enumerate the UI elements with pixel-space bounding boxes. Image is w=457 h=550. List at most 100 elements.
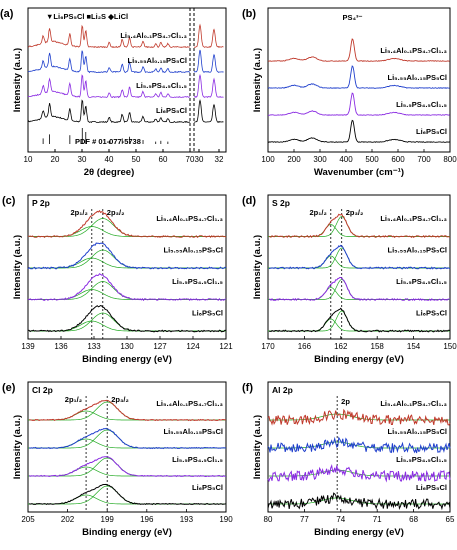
fit-component-line — [28, 466, 226, 477]
xrd-series-line — [27, 50, 191, 74]
x-tick-label: 77 — [300, 515, 309, 524]
core-level-tag: S 2p — [272, 198, 290, 208]
x-tick-label: 121 — [219, 342, 233, 351]
x-tick-label: 71 — [373, 515, 382, 524]
panel-label: (b) — [242, 8, 256, 20]
series-label: Li₆PS₅Cl — [192, 308, 223, 317]
plot-frame — [27, 381, 227, 513]
y-axis-label: Intensity (a.u.) — [12, 415, 23, 479]
series-label: Li₅.₄Al₀.₁PS₄.₇Cl₁.₃ — [380, 46, 447, 55]
x-axis-label: 2θ (degree) — [84, 167, 135, 178]
xps-series-line — [28, 456, 227, 478]
x-axis-label: Binding energy (eV) — [314, 354, 404, 365]
x-tick-label: 50 — [132, 155, 141, 164]
panel-label: (e) — [2, 382, 16, 394]
x-axis-label: Binding energy (eV) — [82, 527, 172, 538]
raman-series-line — [267, 92, 450, 116]
series-label: Li₅.₅PS₄.₅Cl₁.₅ — [396, 455, 447, 464]
core-level-tag: Al 2p — [272, 385, 293, 395]
series-label: Li₆PS₅Cl — [192, 483, 223, 492]
x-tick-label: 68 — [409, 515, 418, 524]
series-label: Li₅.₅PS₄.₅Cl₁.₅ — [136, 81, 187, 90]
x-tick-label: 162 — [334, 342, 348, 351]
fit-component-line — [28, 438, 226, 449]
fit-component-line — [28, 494, 226, 505]
series-label: Li₆PS₅Cl — [156, 106, 187, 115]
x-tick-label: 30 — [195, 155, 204, 164]
x-tick-label: 139 — [21, 342, 35, 351]
panel-label: (a) — [0, 8, 14, 20]
panel-b: 100 200 300 400 500 600 700 800 Wavenumber (cm⁻¹… — [242, 7, 457, 178]
series-label: Li₅.₅₅Al₀.₁₅PS₅Cl — [127, 56, 187, 65]
x-tick-label: 130 — [120, 342, 134, 351]
series-label: Li₅.₅₅Al₀.₁₅PS₅Cl — [163, 427, 223, 436]
x-tick-label: 74 — [336, 515, 345, 524]
xps-series-line — [27, 242, 227, 270]
xps-series-line — [267, 408, 451, 426]
x-tick-label: 196 — [140, 515, 154, 524]
xrd-series-line — [27, 99, 191, 124]
fit-component-line — [28, 410, 226, 421]
x-tick-label: 193 — [180, 515, 194, 524]
x-tick-label: 166 — [298, 342, 312, 351]
series-label: Li₆PS₅Cl — [416, 127, 447, 136]
xrd-series-line — [27, 74, 191, 99]
xrd-zoom-line — [193, 73, 224, 99]
series-label: Li₅.₅PS₄.₅Cl₁.₅ — [396, 100, 447, 109]
series-label: Li₅.₄Al₀.₁PS₄.₇Cl₁.₃ — [156, 214, 223, 223]
x-tick-label: 500 — [365, 155, 379, 164]
x-tick-label: 158 — [371, 342, 385, 351]
series-label: Li₅.₅₅Al₀.₁₅PS₅Cl — [387, 245, 447, 254]
series-label: Li₆PS₅Cl — [416, 308, 447, 317]
raman-series-line — [267, 65, 450, 89]
fit-component-line — [268, 255, 450, 269]
x-axis-label: Wavenumber (cm⁻¹) — [314, 167, 404, 178]
x-tick-label: 190 — [219, 515, 233, 524]
series-label: Li₅.₅₅Al₀.₁₅PS₅Cl — [163, 245, 223, 254]
x-tick-label: 205 — [21, 515, 35, 524]
xps-series-line — [269, 307, 451, 333]
plot-frame — [267, 194, 451, 340]
xps-series-line — [28, 427, 227, 450]
xrd-series-line — [27, 24, 191, 49]
x-tick-label: 40 — [105, 155, 114, 164]
peak-label: 2p — [341, 397, 350, 406]
series-label: Li₅.₅₅Al₀.₁₅PS₅Cl — [387, 427, 447, 436]
panel-c: 139 136 133 130 127 124 121 Binding energy (eV)… — [2, 194, 233, 365]
panel-label: (d) — [242, 195, 256, 207]
x-tick-label: 60 — [159, 155, 168, 164]
xps-series-line — [267, 463, 451, 483]
y-axis-label: Intensity (a.u.) — [252, 235, 263, 299]
series-label: Li₅.₄Al₀.₁PS₄.₇Cl₁.₃ — [380, 214, 447, 223]
raman-series-line — [267, 119, 450, 143]
x-tick-label: 30 — [78, 155, 87, 164]
panel-label: (c) — [2, 195, 16, 207]
fit-component-line — [268, 318, 450, 332]
x-tick-label: 70 — [186, 155, 195, 164]
xps-series-line — [268, 244, 451, 270]
plot-frame — [27, 7, 227, 153]
series-label: Li₅.₅PS₄.₅Cl₁.₅ — [396, 277, 447, 286]
series-label: Li₅.₄Al₀.₁PS₄.₇Cl₁.₃ — [156, 399, 223, 408]
raman-series-line — [267, 38, 450, 62]
xrd-zoom-line — [193, 99, 224, 123]
core-level-tag: Cl 2p — [32, 385, 53, 395]
x-tick-label: 700 — [417, 155, 431, 164]
x-tick-label: 300 — [313, 155, 327, 164]
peak-label: 2p₁/₂ — [65, 395, 82, 404]
x-tick-label: 80 — [264, 515, 273, 524]
xps-series-line — [28, 209, 227, 238]
y-axis-label: Intensity (a.u.) — [252, 48, 263, 112]
x-tick-label: 32 — [215, 155, 224, 164]
x-tick-label: 10 — [24, 155, 33, 164]
y-axis-label: Intensity (a.u.) — [252, 415, 263, 479]
panel-e: 205 202 199 196 193 190 Binding energy (eV) Int… — [2, 381, 233, 538]
x-tick-label: 20 — [51, 155, 60, 164]
xrd-zoom-line — [193, 23, 224, 49]
x-tick-label: 202 — [61, 515, 75, 524]
xps-series-line — [28, 483, 227, 506]
series-label: Li₅.₄Al₀.₁PS₄.₇Cl₁.₃ — [120, 31, 187, 40]
plot-frame — [267, 7, 451, 153]
